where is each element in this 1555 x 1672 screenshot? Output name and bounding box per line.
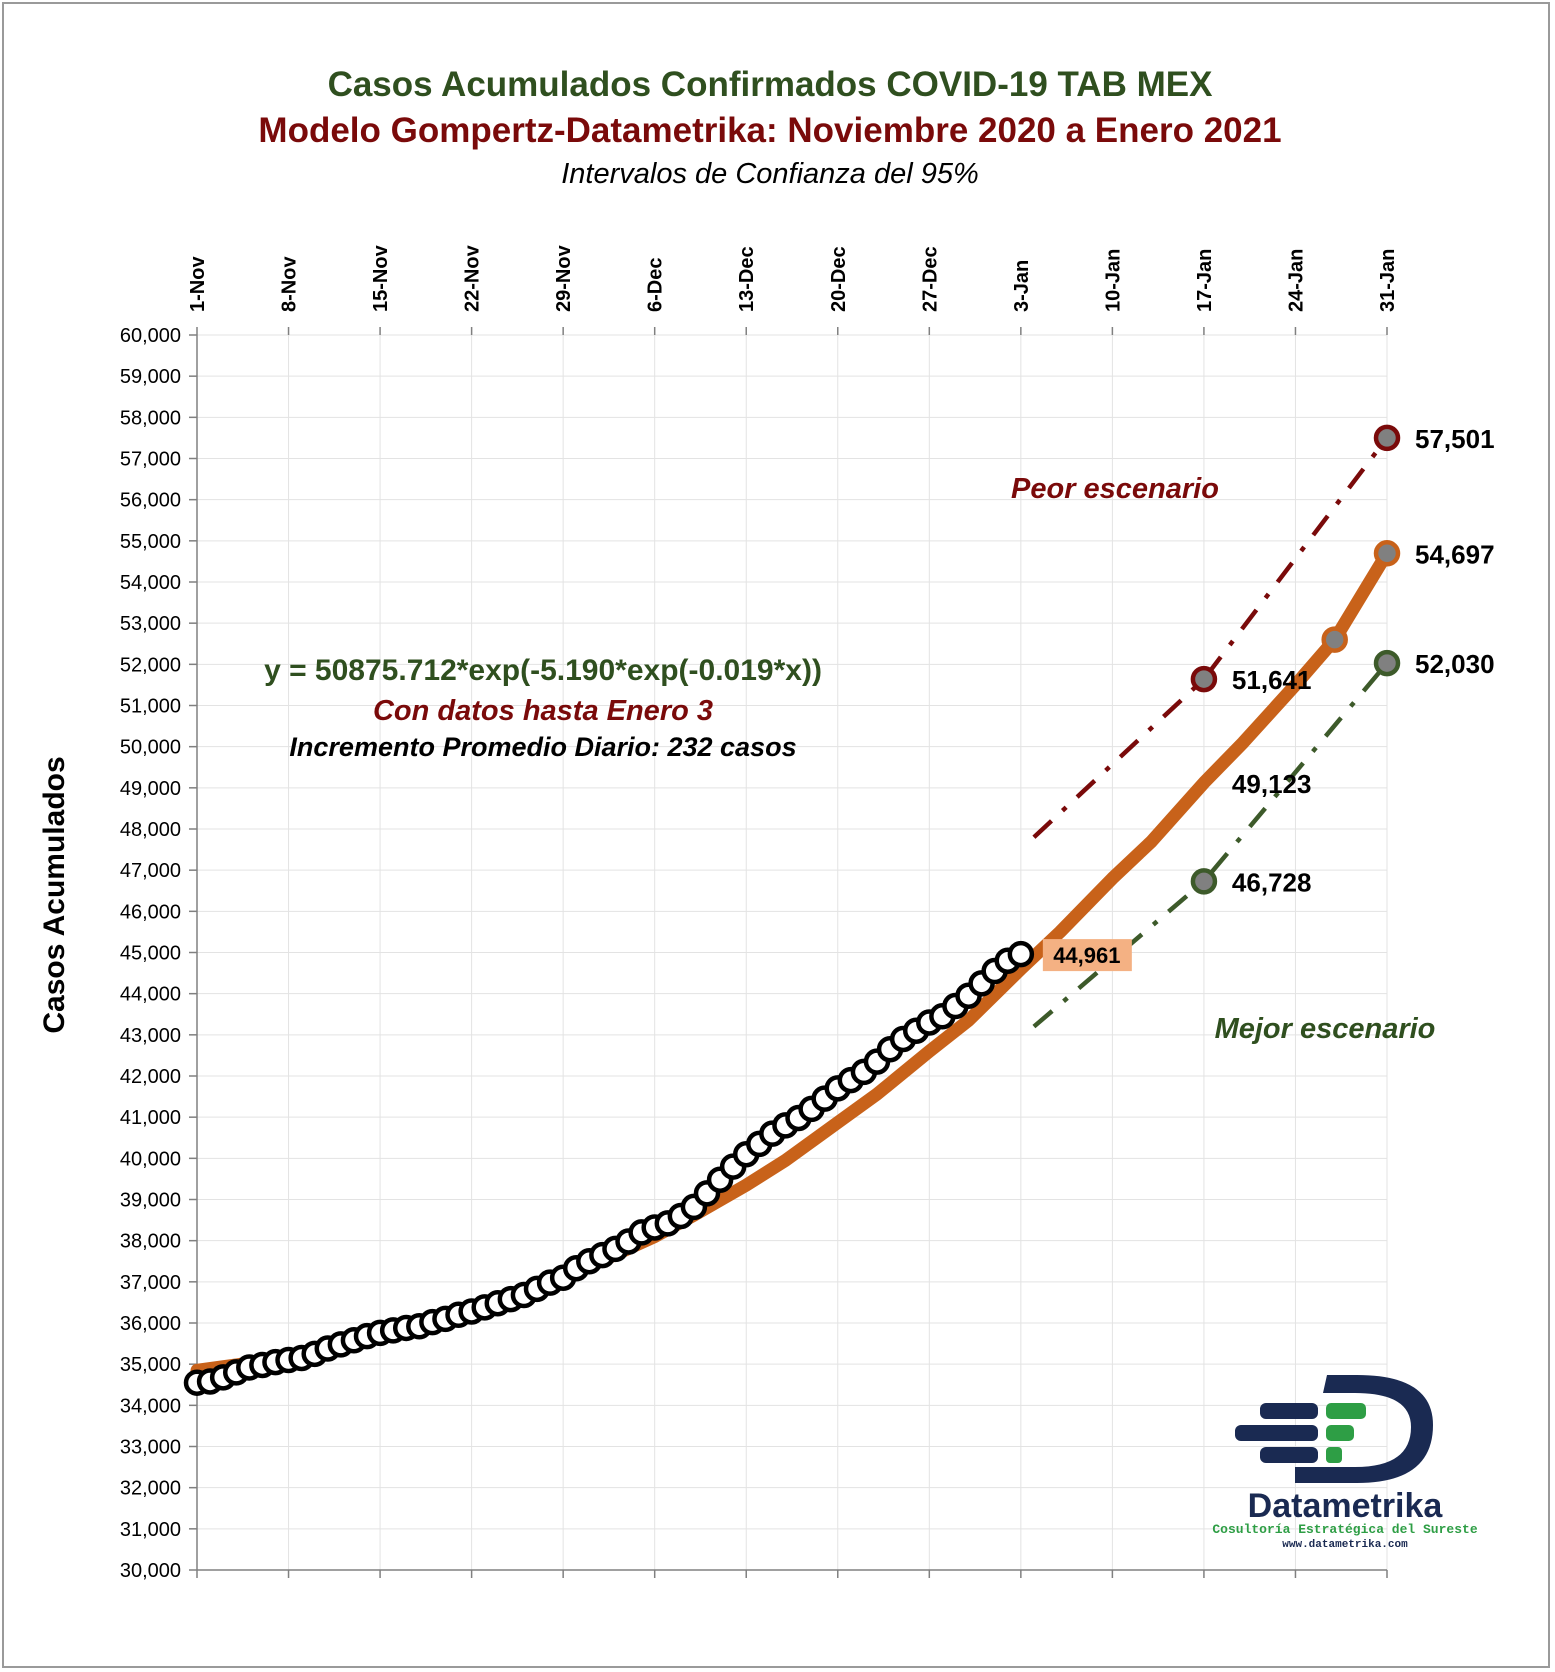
lower-bound-line (1032, 661, 1389, 1029)
x-tick-label: 15-Nov (370, 244, 392, 312)
marker-layer (183, 424, 1401, 1396)
y-tick-label: 55,000 (120, 531, 181, 553)
y-tick-label: 56,000 (120, 490, 181, 512)
y-tick-label: 48,000 (120, 819, 181, 841)
forecast-value-label: 51,641 (1232, 665, 1312, 695)
y-tick-label: 43,000 (120, 1025, 181, 1047)
x-tick-label: 10-Jan (1102, 249, 1124, 312)
x-tick-label: 20-Dec (828, 246, 850, 312)
logo-tagline: Cosultoría Estratégica del Sureste (1212, 1522, 1477, 1537)
y-tick-label: 40,000 (120, 1148, 181, 1170)
y-tick-label: 33,000 (120, 1437, 181, 1459)
y-tick-label: 45,000 (120, 943, 181, 965)
best-scenario-label: Mejor escenario (1215, 1013, 1436, 1045)
x-tick-label: 3-Jan (1011, 260, 1033, 312)
upper-bound-line (1032, 436, 1389, 839)
y-tick-label: 37,000 (120, 1272, 181, 1294)
y-tick-label: 54,000 (120, 572, 181, 594)
x-tick-label: 6-Dec (645, 258, 667, 312)
y-tick-label: 60,000 (120, 325, 181, 347)
worst-scenario-label: Peor escenario (1011, 473, 1219, 505)
forecast-value-label: 46,728 (1232, 867, 1312, 897)
y-tick-label: 30,000 (120, 1560, 181, 1582)
y-tick-label: 36,000 (120, 1313, 181, 1335)
chart-title: Casos Acumulados Confirmados COVID-19 TA… (328, 65, 1214, 104)
model-marker (1373, 540, 1401, 567)
logo-url: www.datametrika.com (1282, 1539, 1408, 1551)
y-tick-label: 32,000 (120, 1478, 181, 1500)
y-tick-label: 58,000 (120, 407, 181, 429)
x-tick-label: 29-Nov (553, 244, 575, 312)
y-tick-label: 44,000 (120, 984, 181, 1006)
chart-subtitle-ci: Intervalos de Confianza del 95% (561, 158, 979, 190)
note-increment-text: Incremento Promedio Diario: 232 casos (289, 732, 796, 762)
forecast-value-label: 57,501 (1415, 424, 1495, 454)
y-tick-label: 46,000 (120, 901, 181, 923)
x-tick-label: 17-Jan (1194, 249, 1216, 312)
last-value-box (1042, 939, 1132, 972)
y-tick-label: 41,000 (120, 1107, 181, 1129)
last-value-label: 44,961 (1053, 943, 1120, 968)
y-tick-label: 59,000 (120, 366, 181, 388)
y-tick-label: 39,000 (120, 1190, 181, 1212)
x-tick-label: 31-Jan (1377, 249, 1399, 312)
model-marker (1321, 626, 1348, 653)
x-tick-label: 27-Dec (919, 246, 941, 312)
observed-point (1007, 940, 1035, 968)
forecast-value-label: 49,123 (1232, 769, 1312, 799)
datametrika-logo: Datametrika Cosultoría Estratégica del S… (1205, 1375, 1505, 1555)
y-tick-label: 50,000 (120, 737, 181, 759)
y-tick-label: 47,000 (120, 860, 181, 882)
y-axis-label: Casos Acumulados (38, 756, 71, 1033)
y-tick-label: 53,000 (120, 613, 181, 635)
x-tick-label: 22-Nov (462, 244, 484, 312)
x-tick-label: 1-Nov (187, 256, 209, 312)
forecast-value-label: 54,697 (1415, 539, 1495, 569)
chart-subtitle: Modelo Gompertz-Datametrika: Noviembre 2… (258, 111, 1281, 150)
y-tick-label: 52,000 (120, 654, 181, 676)
x-tick-label: 8-Nov (279, 256, 301, 312)
lower-marker (1373, 649, 1401, 677)
forecast-value-label: 52,030 (1415, 649, 1495, 679)
upper-marker (1190, 665, 1218, 693)
y-tick-label: 49,000 (120, 778, 181, 800)
upper-marker (1373, 424, 1401, 452)
y-tick-label: 42,000 (120, 1066, 181, 1088)
logo-name: Datametrika (1248, 1487, 1444, 1525)
equation-text: y = 50875.712*exp(-5.190*exp(-0.019*x)) (264, 654, 822, 687)
axis-layer: 30,000 31,000 32,000 33,000 34,000 35,000 36,0… (120, 244, 1399, 1582)
y-tick-label: 51,000 (120, 696, 181, 718)
y-tick-label: 57,000 (120, 449, 181, 471)
y-tick-label: 35,000 (120, 1354, 181, 1376)
x-tick-label: 24-Jan (1285, 249, 1307, 312)
note-data-text: Con datos hasta Enero 3 (373, 695, 713, 727)
label-layer: 44,961 51,641 49,123 46,728 57,501 54,697 52,0… (1042, 424, 1495, 972)
x-tick-label: 13-Dec (736, 246, 758, 312)
y-tick-label: 34,000 (120, 1395, 181, 1417)
lower-marker (1190, 868, 1218, 895)
y-tick-label: 31,000 (120, 1519, 181, 1541)
series-layer (190, 436, 1394, 1377)
y-tick-label: 38,000 (120, 1231, 181, 1253)
logo-mark-icon: Datametrika Cosultoría Estratégica del S… (1212, 1375, 1478, 1551)
